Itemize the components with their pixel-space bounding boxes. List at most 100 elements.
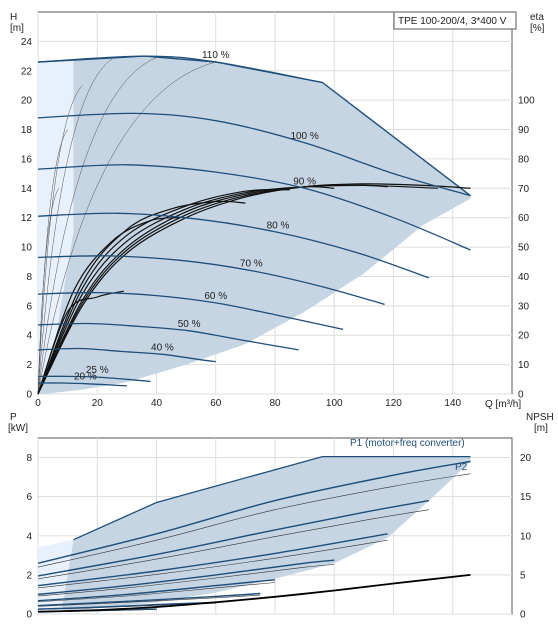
x-tick-label: 80 bbox=[269, 398, 281, 409]
head-curve-label: 80 % bbox=[267, 220, 290, 231]
x-tick-label: 0 bbox=[35, 398, 41, 409]
head-curve bbox=[37, 255, 385, 306]
envelope-line bbox=[37, 58, 113, 395]
x-tick-label: 120 bbox=[385, 398, 402, 409]
title-box bbox=[393, 11, 517, 30]
y2-tick-label: 15 bbox=[520, 492, 532, 503]
y-tick-label: 2 bbox=[26, 360, 32, 371]
y-tick-label: 22 bbox=[21, 66, 33, 77]
efficiency-curves bbox=[37, 183, 471, 395]
x-tick-label: 40 bbox=[151, 398, 163, 409]
y2-tick-label: 40 bbox=[518, 272, 530, 283]
operating-area bbox=[37, 55, 471, 395]
y2-tick-label: 70 bbox=[518, 184, 530, 195]
efficiency-curve bbox=[37, 200, 246, 395]
y-tick-label: 6 bbox=[26, 301, 32, 312]
y-tick-label: 14 bbox=[21, 184, 33, 195]
efficiency-curve bbox=[37, 217, 181, 395]
head-curve-label: 100 % bbox=[290, 131, 318, 142]
p1-curve bbox=[37, 601, 216, 610]
head-curve-label: 90 % bbox=[293, 176, 316, 187]
y-tick-label: 4 bbox=[26, 331, 32, 342]
y2-tick-label: 60 bbox=[518, 213, 530, 224]
npsh-line bbox=[37, 574, 471, 613]
head-curve bbox=[37, 112, 471, 197]
head-curve bbox=[37, 55, 323, 84]
x-tick-label: 20 bbox=[92, 398, 104, 409]
p2-curve bbox=[37, 509, 430, 580]
p2-curve bbox=[37, 539, 388, 589]
p2-curve bbox=[37, 582, 276, 603]
y-axis-title-power: P bbox=[10, 412, 17, 423]
head-curves: 110 % 100 % 90 % 80 % 70 % 60 % 50 % 40 % 25 %20… bbox=[37, 50, 471, 387]
head-curve-label: 40 % bbox=[151, 342, 174, 353]
y2-tick-label: 0 bbox=[520, 610, 526, 621]
y-tick-label: 0 bbox=[26, 610, 32, 621]
head-curve bbox=[37, 382, 127, 387]
envelope-line bbox=[37, 61, 216, 395]
head-curve-label: 110 % bbox=[202, 50, 230, 61]
y-tick-label: 10 bbox=[21, 243, 33, 254]
chart-title: TPE 100-200/4, 3*400 V bbox=[398, 16, 507, 27]
y-tick-label: 0 bbox=[26, 390, 32, 401]
y-tick-label: 24 bbox=[21, 37, 33, 48]
p1-curve bbox=[37, 559, 335, 596]
y2-tick-label: 50 bbox=[518, 243, 530, 254]
y2-tick-label: 10 bbox=[518, 360, 530, 371]
p2-curve bbox=[37, 473, 471, 568]
head-curve bbox=[37, 212, 430, 279]
head-curve-label: 70 % bbox=[240, 259, 263, 270]
power-curves bbox=[37, 460, 471, 613]
envelope-line bbox=[37, 57, 157, 395]
p1-curve bbox=[37, 533, 388, 587]
head-curve-label: 50 % bbox=[178, 319, 201, 330]
head-curve bbox=[37, 291, 344, 331]
p1-curve bbox=[37, 579, 276, 602]
y-tick-label: 4 bbox=[26, 531, 32, 542]
y2-axis-unit-npsh: [m] bbox=[534, 423, 548, 434]
bottom-tick-labels: 0 2 4 6 8 0 5 10 15 20 bbox=[26, 453, 531, 620]
y2-axis-title-eta: eta bbox=[530, 12, 544, 23]
p1-curve bbox=[37, 499, 430, 577]
y2-tick-label: 100 bbox=[518, 96, 535, 107]
x-tick-label: 140 bbox=[444, 398, 461, 409]
y2-tick-label: 20 bbox=[520, 453, 532, 464]
efficiency-curve bbox=[37, 186, 335, 395]
p1-curve bbox=[37, 460, 471, 564]
y2-tick-label: 5 bbox=[520, 570, 526, 581]
p1-curve bbox=[37, 592, 261, 607]
y-tick-label: 16 bbox=[21, 154, 33, 165]
power-npsh-plot: 0 2 4 6 8 0 5 10 15 20 P [kW] NPSH [m] P1 (motor+… bbox=[8, 412, 554, 621]
efficiency-curve bbox=[37, 189, 290, 395]
x-axis-title: Q [m³/h] bbox=[485, 399, 521, 410]
y-axis-unit-head: [m] bbox=[10, 23, 24, 34]
x-tick-label: 100 bbox=[326, 398, 343, 409]
power-area-fill bbox=[38, 456, 471, 614]
y2-axis-title-npsh: NPSH bbox=[526, 412, 554, 423]
y2-tick-label: 10 bbox=[520, 531, 532, 542]
envelope-line bbox=[37, 188, 59, 395]
power-max-outline bbox=[73, 455, 471, 541]
npsh-curve bbox=[37, 574, 471, 613]
y2-tick-label: 20 bbox=[518, 331, 530, 342]
y-tick-label: 18 bbox=[21, 125, 33, 136]
y-tick-label: 12 bbox=[21, 213, 33, 224]
head-curve bbox=[37, 164, 471, 251]
series-label-p2: P2 bbox=[455, 462, 468, 473]
head-curve-label: 25 % bbox=[86, 365, 109, 376]
y2-tick-label: 90 bbox=[518, 125, 530, 136]
head-curve bbox=[37, 322, 299, 351]
head-curve bbox=[37, 347, 216, 363]
y2-tick-label: 80 bbox=[518, 154, 530, 165]
y-tick-label: 20 bbox=[21, 96, 33, 107]
head-curve bbox=[37, 375, 151, 383]
y-axis-title-head: H bbox=[10, 12, 17, 23]
y-tick-label: 2 bbox=[26, 570, 32, 581]
p2-curve bbox=[37, 564, 335, 597]
operating-area-fill bbox=[38, 56, 471, 394]
y2-tick-label: 0 bbox=[518, 390, 524, 401]
head-curve-label: 20 % bbox=[74, 372, 97, 383]
y2-axis-unit-eta: [%] bbox=[530, 23, 545, 34]
y-tick-label: 6 bbox=[26, 492, 32, 503]
